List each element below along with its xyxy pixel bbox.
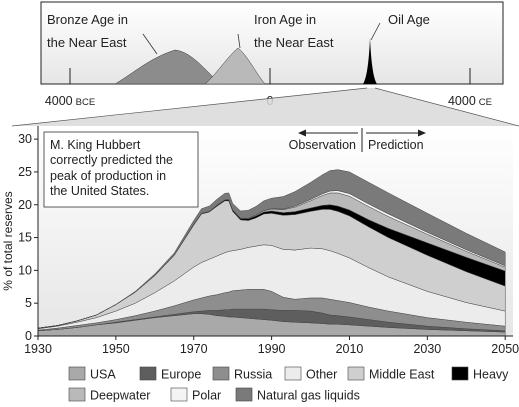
x-tick-label: 1990 <box>258 342 286 356</box>
legend-swatch-deepwater <box>68 387 86 402</box>
observation-arrow-head <box>298 129 306 137</box>
timeline-ticks: 4000BCE04000CE <box>45 68 492 108</box>
legend-swatch-other <box>284 366 302 381</box>
zoom-funnel-edge-right <box>374 87 519 127</box>
legend-swatch-heavy <box>451 366 469 381</box>
legend-label-middle_east: Middle East <box>369 368 435 382</box>
legend-label-russia: Russia <box>234 368 272 382</box>
oil-age-spike <box>363 38 377 84</box>
era-timeline: Bronze Age in the Near East Iron Age in … <box>40 1 504 108</box>
timeline-tick-era: BCE <box>76 97 96 108</box>
bronze-pointer <box>142 33 158 55</box>
timeline-tick-label: 4000 CE <box>448 94 492 108</box>
legend-label-usa: USA <box>90 368 116 382</box>
x-tick-label: 1970 <box>180 342 208 356</box>
bronze-label-line-1: Bronze Age in <box>47 12 128 27</box>
y-axis-label: % of total reserves <box>1 191 15 290</box>
timeline-tick-era: CE <box>479 97 492 108</box>
y-tick-label: 30 <box>18 132 32 146</box>
legend-swatch-usa <box>68 366 86 381</box>
iron-pointer <box>237 33 241 49</box>
legend-label-europe: Europe <box>161 368 201 382</box>
bronze-label-line-2: the Near East <box>47 35 127 50</box>
zoom-funnel-edge-left <box>11 87 368 127</box>
x-tick-label: 1950 <box>102 342 130 356</box>
x-tick-label: 2030 <box>413 342 441 356</box>
legend-swatch-europe <box>139 366 157 381</box>
y-tick-label: 25 <box>18 165 32 179</box>
oil-age-label: Oil Age <box>388 12 430 27</box>
prediction-label: Prediction <box>368 138 424 152</box>
legend-swatch-ngl <box>235 387 253 402</box>
y-tick-label: 15 <box>18 231 32 245</box>
iron-label-line-1: Iron Age in <box>254 12 316 27</box>
annotation-line-1: M. King Hubbert <box>50 138 141 152</box>
observation-label: Observation <box>289 138 356 152</box>
annotation-text: M. King Hubbert correctly predicted the … <box>50 138 176 198</box>
zoom-funnel <box>12 88 519 126</box>
legend-label-polar: Polar <box>192 389 221 403</box>
bronze-age-hump <box>114 49 221 85</box>
timeline-tick-number: 4000 <box>448 94 476 108</box>
legend-label-other: Other <box>306 368 337 382</box>
legend-swatch-russia <box>212 366 230 381</box>
stacked-areas <box>37 169 506 337</box>
legend-label-heavy: Heavy <box>473 368 509 382</box>
iron-age-label: Iron Age in the Near East <box>254 12 334 50</box>
chart-legend: USA Europe Russia Other Middle East Heavy Deep… <box>68 366 509 403</box>
annotation-line-2: correctly predicted the <box>50 153 173 167</box>
chart-axes: 0 5 10 15 20 25 30 1930 1950 1970 1990 2010 2030 2050 <box>18 126 519 356</box>
x-tick-label: 2010 <box>336 342 364 356</box>
oil-pointer <box>370 22 381 41</box>
iron-age-hump <box>204 47 266 85</box>
iron-label-line-2: the Near East <box>254 35 334 50</box>
annotation-line-4: the United States. <box>50 184 149 198</box>
legend-label-deepwater: Deepwater <box>90 389 150 403</box>
hubbert-annotation: M. King Hubbert correctly predicted the … <box>43 131 199 208</box>
area-ngl <box>37 169 506 329</box>
timeline-tick-number: 4000 <box>45 94 73 108</box>
observation-prediction-marker: Observation Prediction <box>289 128 426 152</box>
annotation-box <box>43 131 199 208</box>
prediction-arrow-head <box>418 129 426 137</box>
timeline-panel <box>40 1 504 85</box>
y-tick-label: 10 <box>18 263 32 277</box>
y-tick-label: 0 <box>25 329 32 343</box>
y-tick-label: 5 <box>25 296 32 310</box>
y-tick-label: 20 <box>18 198 32 212</box>
legend-swatch-middle_east <box>347 366 365 381</box>
legend-label-ngl: Natural gas liquids <box>257 389 360 403</box>
x-tick-label: 1930 <box>24 342 52 356</box>
x-tick-label: 2050 <box>491 342 519 356</box>
timeline-tick-label: 4000 BCE <box>45 94 95 108</box>
legend-swatch-polar <box>170 387 188 402</box>
bronze-age-label: Bronze Age in the Near East <box>47 12 132 50</box>
annotation-line-3: peak of production in <box>50 169 166 183</box>
